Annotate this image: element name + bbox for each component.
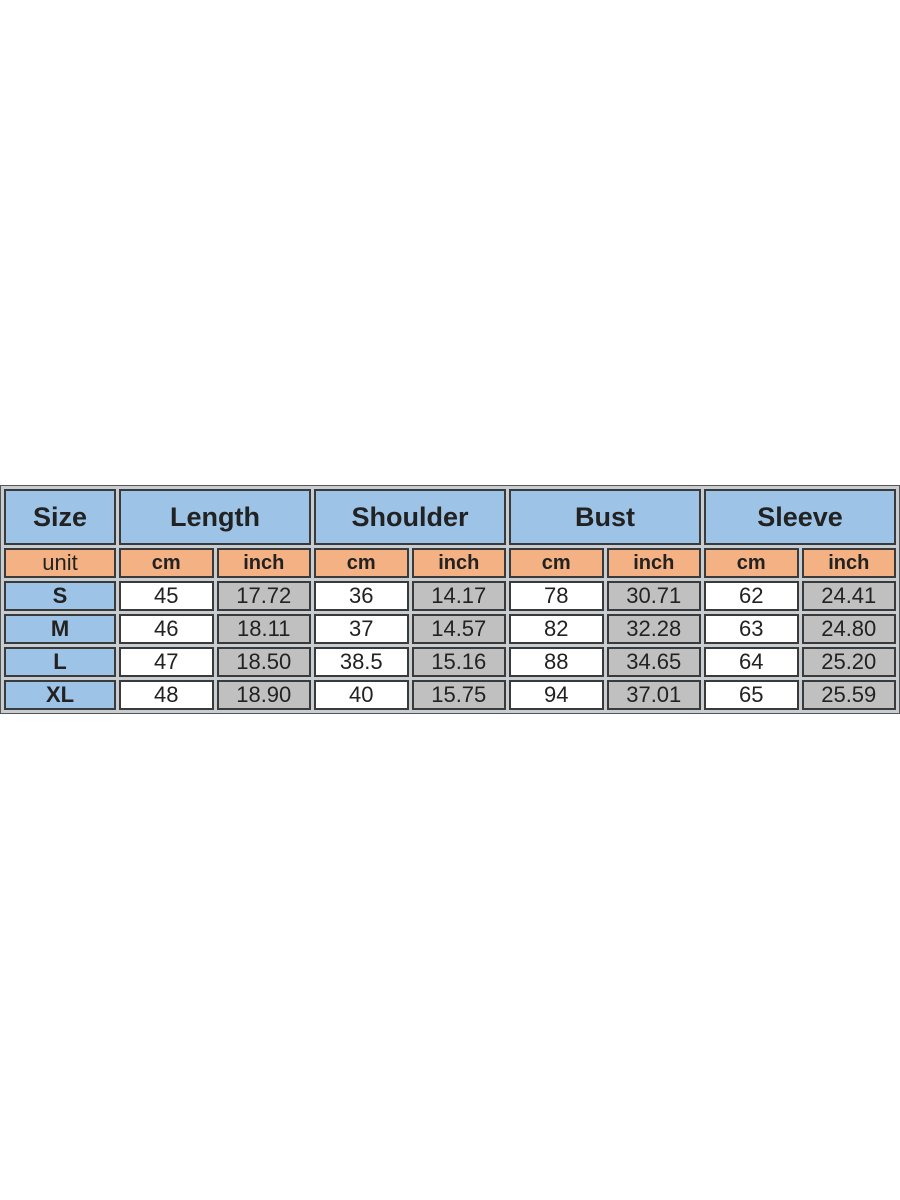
unit-cm: cm [119, 548, 214, 578]
inch-cell: 34.65 [606, 647, 701, 677]
cm-cell: 36 [314, 581, 409, 611]
cm-cell: 94 [509, 680, 604, 710]
cm-cell: 88 [509, 647, 604, 677]
header-bust: Bust [509, 489, 701, 545]
unit-cm: cm [314, 548, 409, 578]
unit-row: unit cm inch cm inch cm inch cm inch [4, 548, 896, 578]
table-row: S 45 17.72 36 14.17 78 30.71 62 24.41 [4, 581, 896, 611]
inch-cell: 18.50 [216, 647, 311, 677]
size-cell: M [4, 614, 116, 644]
cm-cell: 82 [509, 614, 604, 644]
inch-cell: 24.41 [801, 581, 896, 611]
table-row: M 46 18.11 37 14.57 82 32.28 63 24.80 [4, 614, 896, 644]
header-size: Size [4, 489, 116, 545]
inch-cell: 17.72 [216, 581, 311, 611]
unit-cm: cm [509, 548, 604, 578]
inch-cell: 30.71 [606, 581, 701, 611]
size-cell: L [4, 647, 116, 677]
inch-cell: 15.16 [411, 647, 506, 677]
unit-inch: inch [411, 548, 506, 578]
inch-cell: 24.80 [801, 614, 896, 644]
cm-cell: 62 [704, 581, 799, 611]
unit-label: unit [4, 548, 116, 578]
size-cell: S [4, 581, 116, 611]
unit-inch: inch [606, 548, 701, 578]
table-row: L 47 18.50 38.5 15.16 88 34.65 64 25.20 [4, 647, 896, 677]
header-row: Size Length Shoulder Bust Sleeve [4, 489, 896, 545]
inch-cell: 15.75 [411, 680, 506, 710]
cm-cell: 64 [704, 647, 799, 677]
size-chart-table: Size Length Shoulder Bust Sleeve unit cm… [0, 485, 900, 714]
header-shoulder: Shoulder [314, 489, 506, 545]
inch-cell: 25.20 [801, 647, 896, 677]
cm-cell: 40 [314, 680, 409, 710]
cm-cell: 45 [119, 581, 214, 611]
inch-cell: 32.28 [606, 614, 701, 644]
cm-cell: 78 [509, 581, 604, 611]
inch-cell: 25.59 [801, 680, 896, 710]
unit-inch: inch [216, 548, 311, 578]
cm-cell: 46 [119, 614, 214, 644]
size-cell: XL [4, 680, 116, 710]
inch-cell: 14.17 [411, 581, 506, 611]
inch-cell: 18.90 [216, 680, 311, 710]
cm-cell: 65 [704, 680, 799, 710]
cm-cell: 38.5 [314, 647, 409, 677]
inch-cell: 37.01 [606, 680, 701, 710]
unit-cm: cm [704, 548, 799, 578]
header-length: Length [119, 489, 311, 545]
unit-inch: inch [801, 548, 896, 578]
cm-cell: 47 [119, 647, 214, 677]
cm-cell: 37 [314, 614, 409, 644]
cm-cell: 63 [704, 614, 799, 644]
table-row: XL 48 18.90 40 15.75 94 37.01 65 25.59 [4, 680, 896, 710]
cm-cell: 48 [119, 680, 214, 710]
inch-cell: 18.11 [216, 614, 311, 644]
inch-cell: 14.57 [411, 614, 506, 644]
header-sleeve: Sleeve [704, 489, 896, 545]
